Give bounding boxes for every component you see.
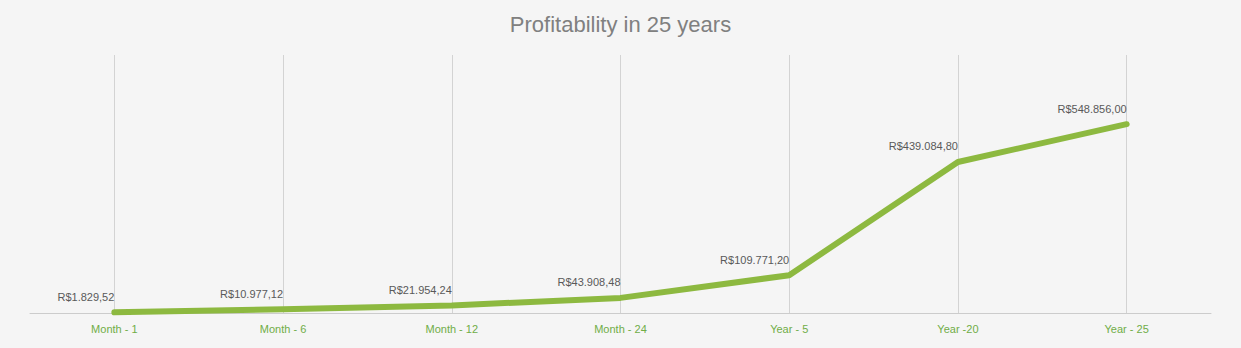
svg-text:Month - 12: Month - 12	[425, 323, 478, 335]
svg-text:R$109.771,20: R$109.771,20	[720, 254, 789, 266]
svg-text:R$548.856,00: R$548.856,00	[1058, 103, 1127, 115]
svg-text:Month - 1: Month - 1	[91, 323, 137, 335]
svg-text:R$439.084,80: R$439.084,80	[889, 140, 958, 152]
svg-text:Month - 24: Month - 24	[594, 323, 647, 335]
svg-text:Year - 5: Year - 5	[770, 323, 808, 335]
svg-text:Profitability in 25 years: Profitability in 25 years	[510, 12, 731, 37]
svg-text:R$1.829,52: R$1.829,52	[57, 291, 114, 303]
svg-text:Year - 25: Year - 25	[1105, 323, 1149, 335]
svg-text:R$43.908,48: R$43.908,48	[558, 276, 621, 288]
svg-text:R$21.954,24: R$21.954,24	[389, 284, 452, 296]
svg-text:Year -20: Year -20	[937, 323, 978, 335]
svg-text:R$10.977,12: R$10.977,12	[220, 288, 283, 300]
svg-text:Month - 6: Month - 6	[260, 323, 306, 335]
